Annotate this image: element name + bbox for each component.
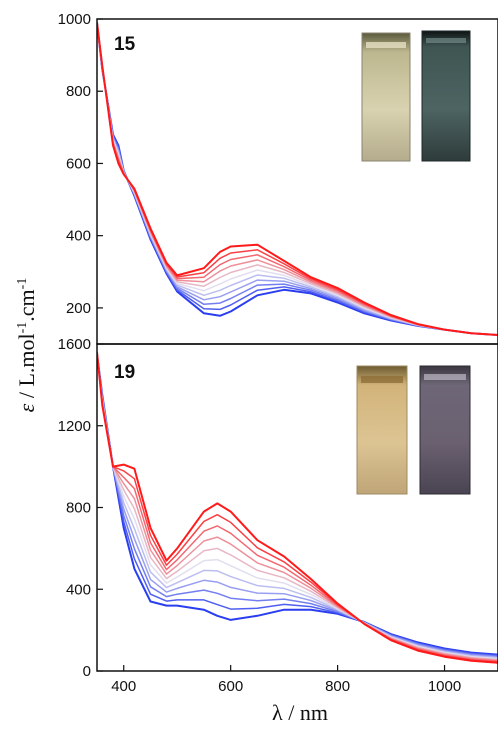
panel-19-y-tick-label: 1600 bbox=[58, 336, 91, 353]
x-tick-label: 400 bbox=[111, 678, 136, 695]
x-tick-label: 600 bbox=[218, 678, 243, 695]
cuvette-amber-meniscus bbox=[361, 376, 403, 383]
panel-19-y-ticks: 0 400 800 1200 1600 bbox=[58, 336, 103, 680]
x-axis-label: λ / nm bbox=[272, 700, 328, 725]
cuvette-dark-teal-photo bbox=[421, 30, 471, 162]
panel-15-photos bbox=[361, 30, 471, 162]
cuvette-yellow-photo bbox=[361, 32, 411, 162]
y-axis-label-part: .cm bbox=[14, 289, 39, 321]
cuvette-dark-teal-meniscus bbox=[426, 38, 466, 43]
cuvette-yellow-meniscus bbox=[366, 42, 406, 48]
panel-15-label: 15 bbox=[114, 34, 136, 55]
panel-15-spectrum-11 bbox=[97, 22, 498, 336]
panel-19-y-tick-label: 1200 bbox=[58, 418, 91, 435]
panel-19-y-tick-label: 400 bbox=[66, 581, 91, 598]
panel-15-y-tick-label: 400 bbox=[66, 228, 91, 245]
panel-19-spectrum-4 bbox=[97, 353, 498, 658]
x-ticks: 400 600 800 1000 bbox=[111, 665, 461, 695]
panel-19-spectrum-11 bbox=[97, 352, 498, 664]
y-axis-label-part: ε bbox=[14, 403, 39, 412]
panel-15-y-ticks: 200 400 600 800 1000 bbox=[58, 11, 103, 317]
panel-19-y-tick-label: 0 bbox=[83, 663, 91, 680]
panel-19-frame bbox=[96, 343, 498, 672]
x-tick-label: 800 bbox=[325, 678, 350, 695]
y-axis-label: ε / L.mol-1.cm-1 bbox=[14, 278, 39, 413]
panel-19-label: 19 bbox=[114, 362, 135, 383]
panel-15-y-tick-label: 600 bbox=[66, 155, 91, 172]
panel-15-y-tick-label: 800 bbox=[66, 83, 91, 100]
panel-19-y-tick-label: 800 bbox=[66, 500, 91, 517]
panel-19-curves bbox=[97, 352, 498, 664]
panel-19: 19 0 400 800 1200 1600 bbox=[58, 336, 498, 680]
y-axis-label-part: -1 bbox=[15, 278, 30, 290]
y-axis-label-part: / L.mol bbox=[14, 333, 39, 403]
y-axis-label-part: -1 bbox=[15, 322, 30, 334]
panel-15: 15 200 400 600 800 1000 bbox=[58, 11, 498, 336]
cuvette-purple-gray-photo bbox=[419, 365, 471, 495]
cuvette-purple-gray-meniscus bbox=[424, 374, 466, 380]
x-tick-label: 1000 bbox=[428, 678, 461, 695]
cuvette-amber-photo bbox=[356, 365, 408, 495]
panel-15-curves bbox=[97, 22, 498, 336]
panel-19-photos bbox=[356, 365, 471, 495]
panel-15-y-tick-label: 200 bbox=[66, 300, 91, 317]
panel-15-y-tick-label: 1000 bbox=[58, 11, 91, 28]
